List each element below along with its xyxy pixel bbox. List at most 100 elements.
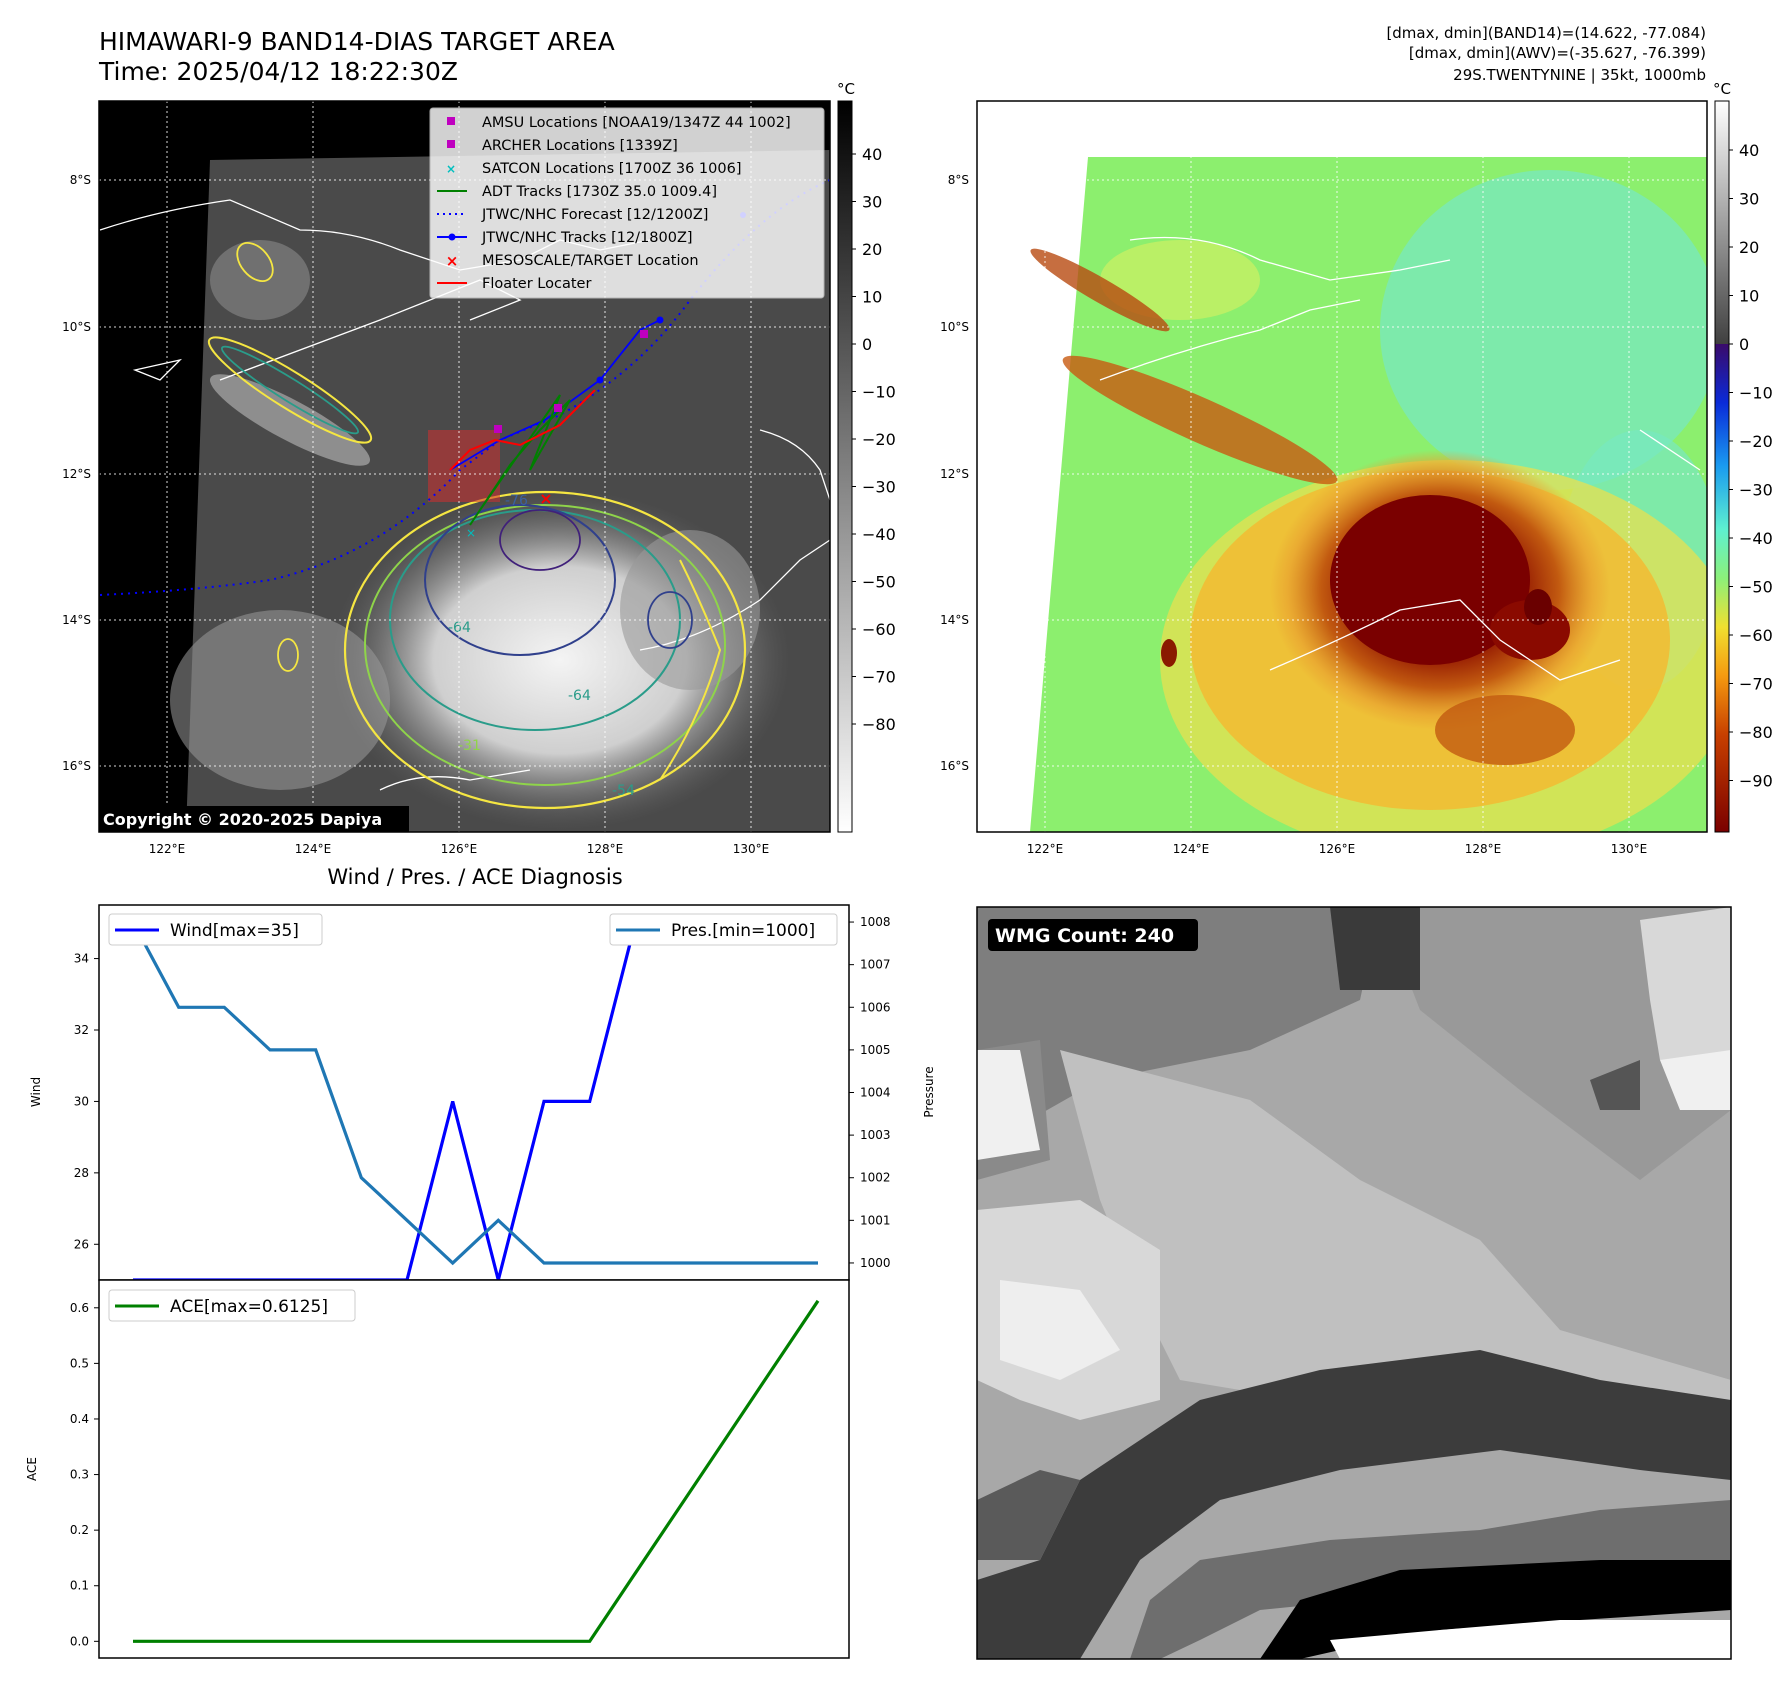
legend-archer: ARCHER Locations [1339Z] — [482, 138, 678, 154]
pressure-tick-label: 1002 — [860, 1171, 891, 1185]
wind-tick-label: 30 — [74, 1094, 89, 1108]
legend-floater: Floater Locater — [482, 276, 591, 292]
lat-tick: 14°S — [62, 613, 91, 627]
ace-tick-label: 0.4 — [70, 1412, 89, 1426]
figure-title: HIMAWARI-9 BAND14-DIAS TARGET AREA — [99, 27, 615, 56]
pressure-legend-label: Pres.[min=1000] — [671, 921, 815, 941]
map-left-lat-ticks: 8°S 10°S 12°S 14°S 16°S — [62, 173, 91, 773]
colorbar-right: °C 40 30 20 10 0 −10 −20 −30 −40 −50 −60 −70 −80 −90 — [1713, 80, 1773, 833]
pressure-legend: Pres.[min=1000] — [609, 913, 838, 946]
colorbar-tick-label: −20 — [862, 430, 896, 449]
colorbar-tick-label: 30 — [1739, 190, 1759, 209]
ace-tick-label: 0.6 — [70, 1301, 89, 1315]
colorbar-tick-label: −70 — [1739, 675, 1773, 694]
pressure-series-line — [131, 921, 818, 1266]
lat-tick: 12°S — [940, 467, 969, 481]
ace-series-line — [133, 1299, 820, 1643]
lat-tick: 16°S — [940, 759, 969, 773]
ace-tick-label: 0.5 — [70, 1356, 89, 1370]
svg-text:×: × — [539, 489, 552, 508]
colorbar-tick-label: 20 — [1739, 238, 1759, 257]
colorbar-tick-label: −60 — [862, 620, 896, 639]
colorbar-tick-label: 40 — [862, 145, 882, 164]
copyright-badge: Copyright © 2020-2025 Dapiya — [99, 806, 409, 832]
map-legend: AMSU Locations [NOAA19/1347Z 44 1002] AR… — [429, 107, 825, 299]
pressure-tick-label: 1005 — [860, 1043, 891, 1057]
colorbar-right-unit: °C — [1713, 80, 1731, 98]
lat-tick: 12°S — [62, 467, 91, 481]
lat-tick: 10°S — [940, 320, 969, 334]
ace-tick-label: 0.3 — [70, 1468, 89, 1482]
wind-tick-label: 34 — [74, 952, 89, 966]
wind-legend: Wind[max=35] — [108, 913, 323, 946]
wind-legend-label: Wind[max=35] — [170, 921, 299, 941]
colorbar-tick-label: 10 — [862, 288, 882, 307]
wind-tick-label: 26 — [74, 1237, 89, 1251]
lon-tick: 126°E — [441, 842, 478, 856]
colorbar-tick-label: 0 — [1739, 335, 1749, 354]
ace-tick-label: 0.0 — [70, 1634, 89, 1648]
pressure-tick-label: 1006 — [860, 1000, 891, 1014]
wind-pressure-panel: 26 28 30 32 34 1000 1001 1002 1003 1004 1005 1006 1… — [29, 904, 936, 1282]
lat-tick: 10°S — [62, 320, 91, 334]
legend-adt: ADT Tracks [1730Z 35.0 1009.4] — [482, 184, 717, 200]
legend-jtwc-forecast: JTWC/NHC Forecast [12/1200Z] — [481, 207, 708, 223]
colorbar-tick-label: −90 — [1739, 772, 1773, 791]
contour-label: -31 — [458, 738, 481, 754]
colorbar-tick-label: 0 — [862, 335, 872, 354]
ace-tick-label: 0.2 — [70, 1523, 89, 1537]
ace-tick-label: 0.1 — [70, 1579, 89, 1593]
copyright-text: Copyright © 2020-2025 Dapiya — [103, 810, 382, 829]
colorbar-tick-label: 20 — [862, 240, 882, 259]
colorbar-tick-label: −10 — [862, 383, 896, 402]
colorbar-tick-label: −10 — [1739, 384, 1773, 403]
colorbar-tick-label: −40 — [1739, 529, 1773, 548]
contour-label: -54 — [612, 783, 635, 799]
map-left-lon-ticks: 122°E 124°E 126°E 128°E 130°E — [149, 842, 770, 856]
pressure-tick-label: 1003 — [860, 1128, 891, 1142]
pressure-tick-label: 1004 — [860, 1086, 891, 1100]
colorbar-tick-label: −50 — [1739, 578, 1773, 597]
colorbar-tick-label: −30 — [1739, 481, 1773, 500]
colorbar-tick-label: −80 — [862, 715, 896, 734]
legend-amsu: AMSU Locations [NOAA19/1347Z 44 1002] — [482, 115, 791, 131]
colorbar-left: °C 40 30 20 10 0 −10 −20 −30 −40 −50 −60 −70 −80 — [837, 80, 896, 833]
svg-text:×: × — [446, 162, 456, 176]
lat-tick: 16°S — [62, 759, 91, 773]
ace-panel: 0.0 0.1 0.2 0.3 0.4 0.5 0.6 ACE ACE[max=0.6125… — [25, 1279, 850, 1659]
legend-mesoscale: MESOSCALE/TARGET Location — [482, 253, 699, 269]
awv-map — [977, 101, 1707, 832]
map-right-lon-ticks: 122°E 124°E 126°E 128°E 130°E — [1027, 842, 1648, 856]
ace-axis-label: ACE — [25, 1457, 39, 1481]
lon-tick: 130°E — [733, 842, 770, 856]
pressure-tick-label: 1000 — [860, 1256, 891, 1270]
map-right-lat-ticks: 8°S 10°S 12°S 14°S 16°S — [940, 173, 969, 773]
svg-text:×: × — [446, 252, 459, 270]
pressure-tick-label: 1008 — [860, 915, 891, 929]
pressure-tick-label: 1001 — [860, 1213, 891, 1227]
lon-tick: 124°E — [1173, 842, 1210, 856]
pressure-axis-label: Pressure — [922, 1066, 936, 1117]
legend-satcon: SATCON Locations [1700Z 36 1006] — [482, 161, 741, 177]
colorbar-tick-label: −30 — [862, 478, 896, 497]
colorbar-tick-label: −60 — [1739, 626, 1773, 645]
lon-tick: 122°E — [1027, 842, 1064, 856]
lon-tick: 122°E — [149, 842, 186, 856]
lon-tick: 130°E — [1611, 842, 1648, 856]
svg-text:×: × — [466, 526, 476, 540]
storm-info: 29S.TWENTYNINE | 35kt, 1000mb — [1453, 66, 1706, 84]
colorbar-tick-label: 10 — [1739, 287, 1759, 306]
ace-legend-label: ACE[max=0.6125] — [170, 1297, 328, 1317]
wind-axis-label: Wind — [29, 1077, 43, 1107]
colorbar-tick-label: −50 — [862, 573, 896, 592]
wmg-count-label: WMG Count: 240 — [995, 925, 1174, 947]
lat-tick: 8°S — [948, 173, 969, 187]
lat-tick: 14°S — [940, 613, 969, 627]
stats-awv: [dmax, dmin](AWV)=(-35.627, -76.399) — [1409, 44, 1706, 62]
ace-legend: ACE[max=0.6125] — [108, 1289, 356, 1322]
lon-tick: 126°E — [1319, 842, 1356, 856]
lon-tick: 128°E — [1465, 842, 1502, 856]
colorbar-tick-label: −70 — [862, 668, 896, 687]
legend-jtwc-tracks: JTWC/NHC Tracks [12/1800Z] — [481, 230, 693, 246]
